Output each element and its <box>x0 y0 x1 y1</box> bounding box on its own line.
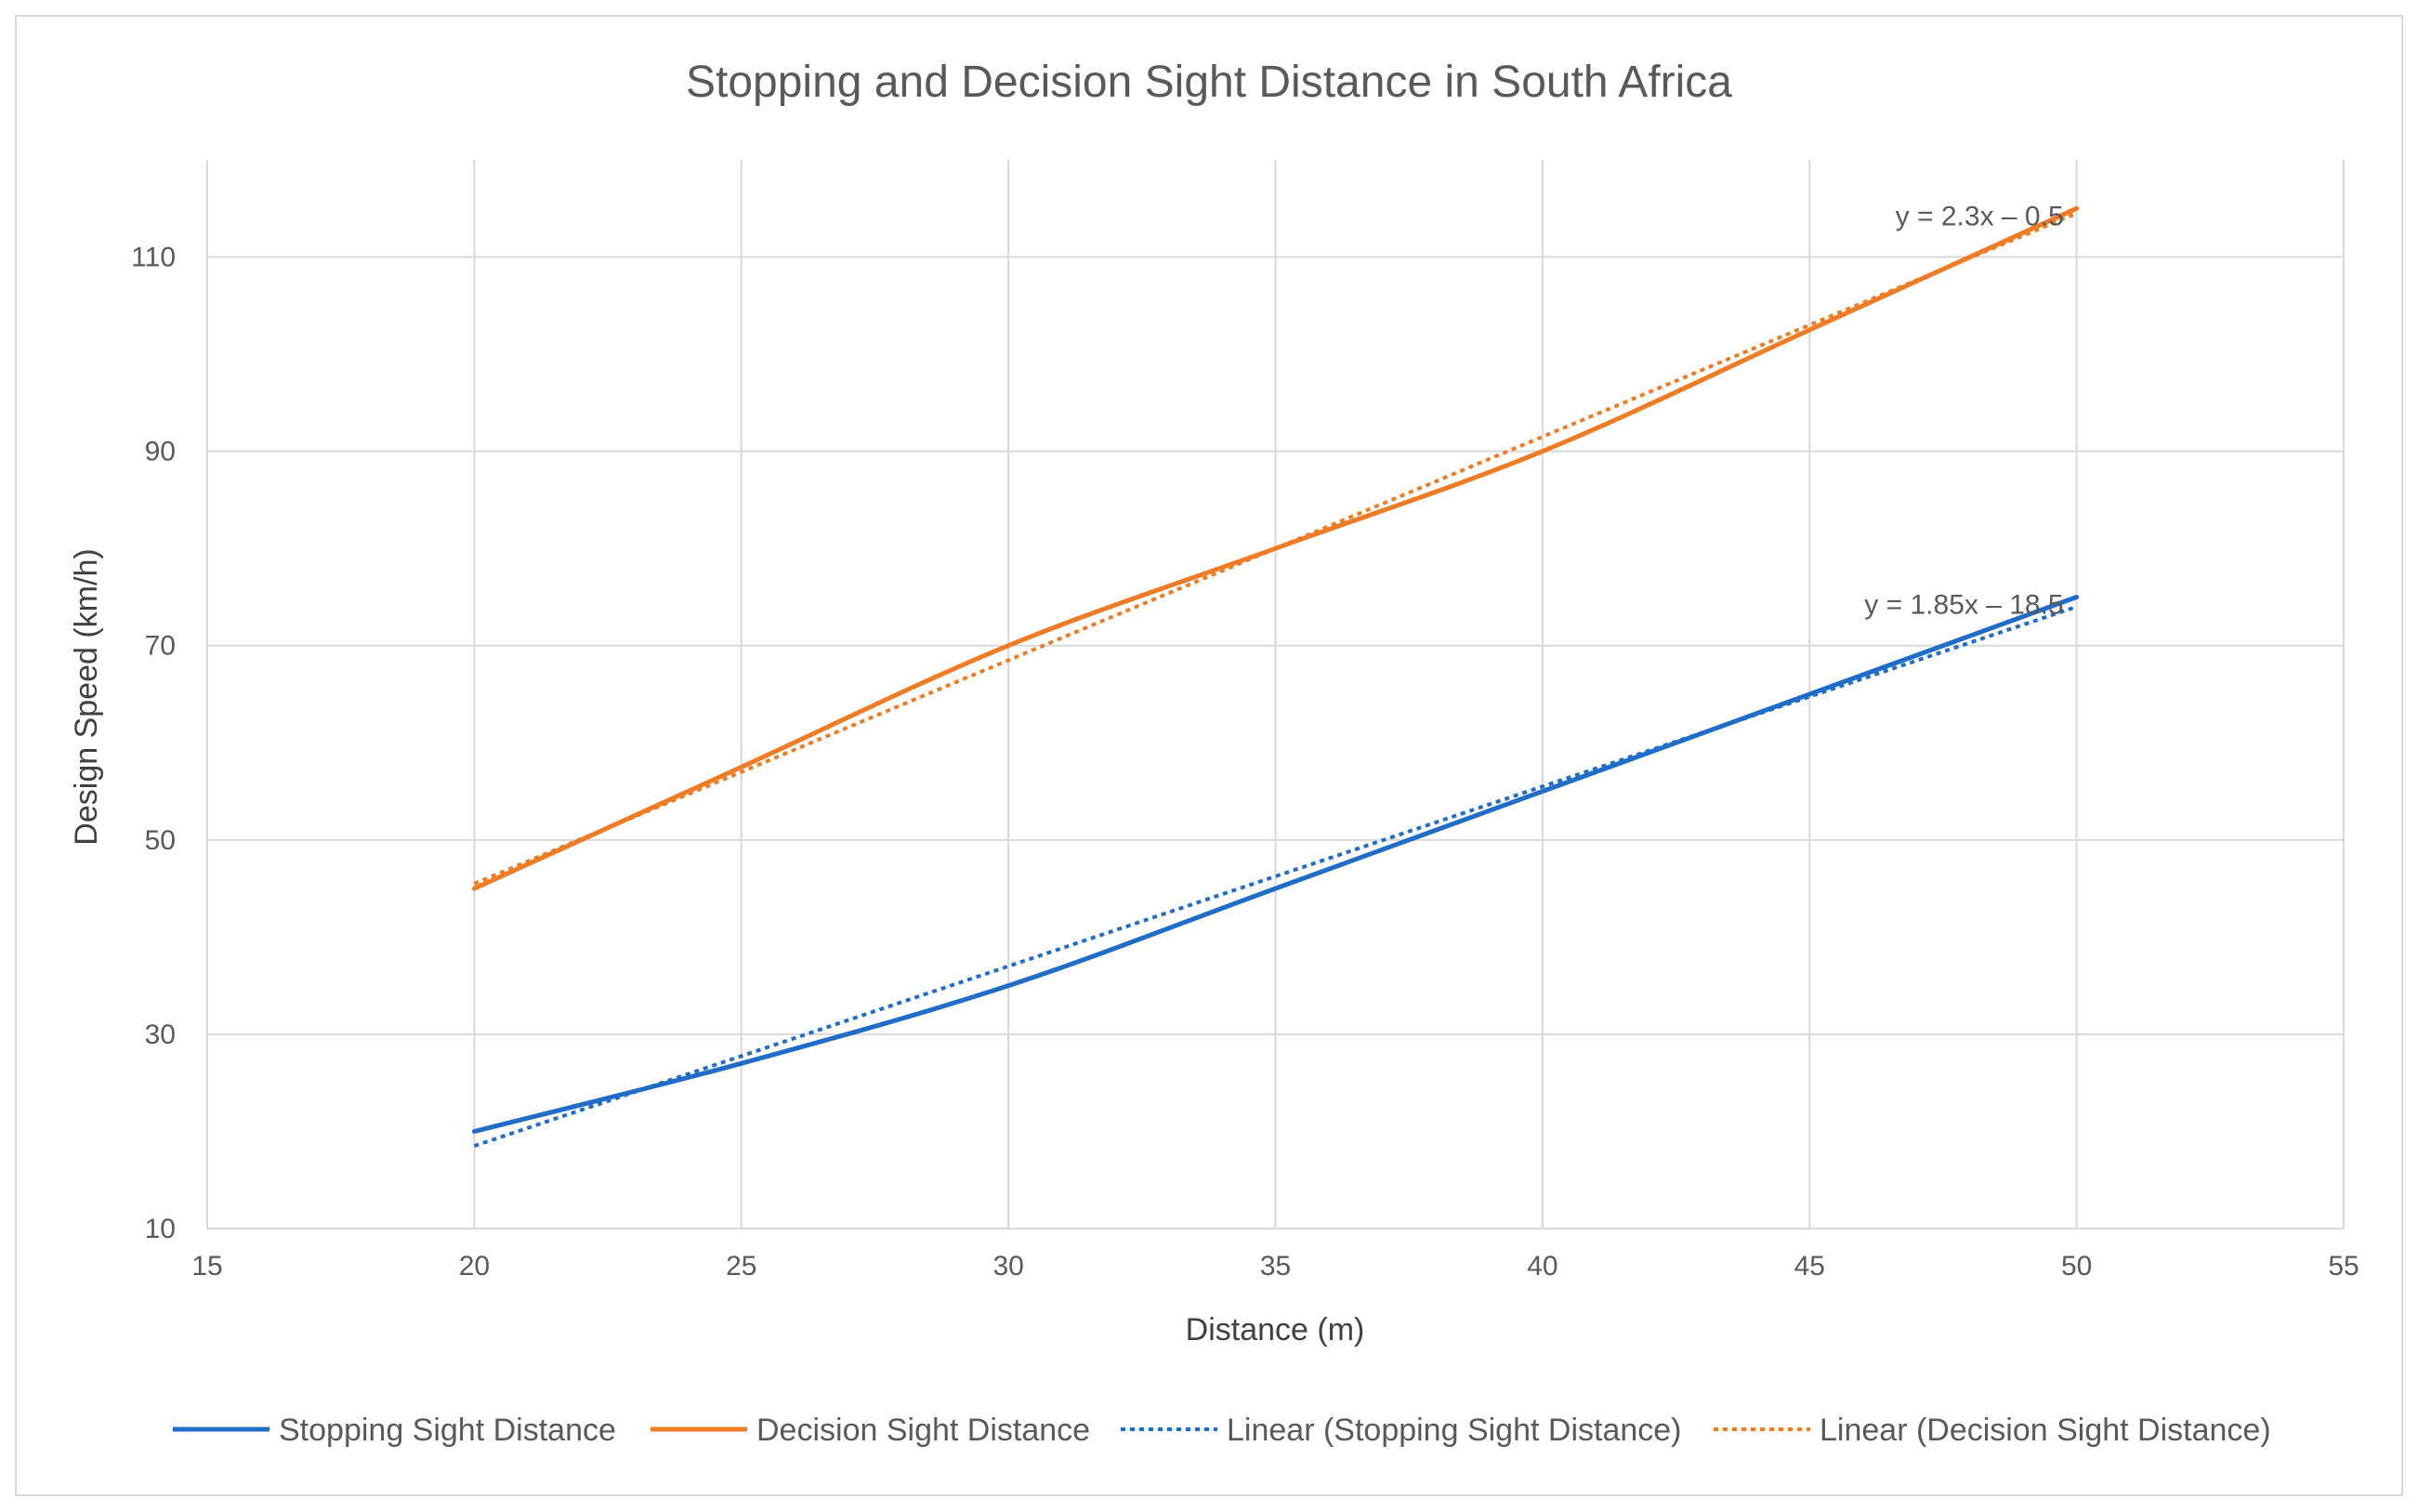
x-tick-label: 35 <box>1260 1251 1291 1282</box>
x-tick-label: 50 <box>2061 1251 2092 1282</box>
x-tick-label: 20 <box>459 1251 490 1282</box>
x-tick-label: 40 <box>1527 1251 1557 1282</box>
trendline-equation-label: y = 1.85x – 18.5 <box>1864 589 2063 620</box>
series-line-decision-sight-distance <box>471 205 2080 891</box>
legend: Stopping Sight Distance Decision Sight Di… <box>173 1413 2271 1448</box>
x-tick-label: 55 <box>2328 1251 2359 1282</box>
series-line-linear-stopping-sight-distance <box>473 605 2078 1148</box>
chart-frame <box>15 15 2403 1496</box>
x-tick-label: 15 <box>191 1251 222 1282</box>
series-lines <box>471 205 2080 1148</box>
y-axis-title: Design Speed (km/h) <box>69 548 104 845</box>
tick-labels: 15 20 25 30 35 40 45 50 55 10 30 50 70 90 110 <box>131 243 2359 1282</box>
x-tick-label: 45 <box>1794 1251 1825 1282</box>
y-tick-label: 70 <box>145 631 176 662</box>
chart-title: Stopping and Decision Sight Distance in … <box>686 58 1732 107</box>
x-tick-label: 25 <box>726 1251 756 1282</box>
y-tick-label: 30 <box>145 1019 176 1050</box>
y-tick-label: 10 <box>145 1214 176 1244</box>
legend-label: Decision Sight Distance <box>756 1413 1090 1448</box>
trendline-equation-label: y = 2.3x – 0.5 <box>1896 201 2064 231</box>
legend-label: Stopping Sight Distance <box>279 1413 616 1448</box>
x-axis-title: Distance (m) <box>1186 1312 1365 1348</box>
legend-label: Linear (Stopping Sight Distance) <box>1227 1413 1682 1448</box>
trendline-equations: y = 2.3x – 0.5 y = 1.85x – 18.5 <box>1864 201 2063 620</box>
gridlines <box>206 160 2345 1229</box>
x-tick-label: 30 <box>992 1251 1023 1282</box>
y-tick-label: 90 <box>145 437 176 467</box>
y-tick-label: 110 <box>131 243 176 273</box>
y-tick-label: 50 <box>145 825 176 856</box>
legend-label: Linear (Decision Sight Distance) <box>1820 1413 2271 1448</box>
series-line-stopping-sight-distance <box>471 595 2080 1134</box>
